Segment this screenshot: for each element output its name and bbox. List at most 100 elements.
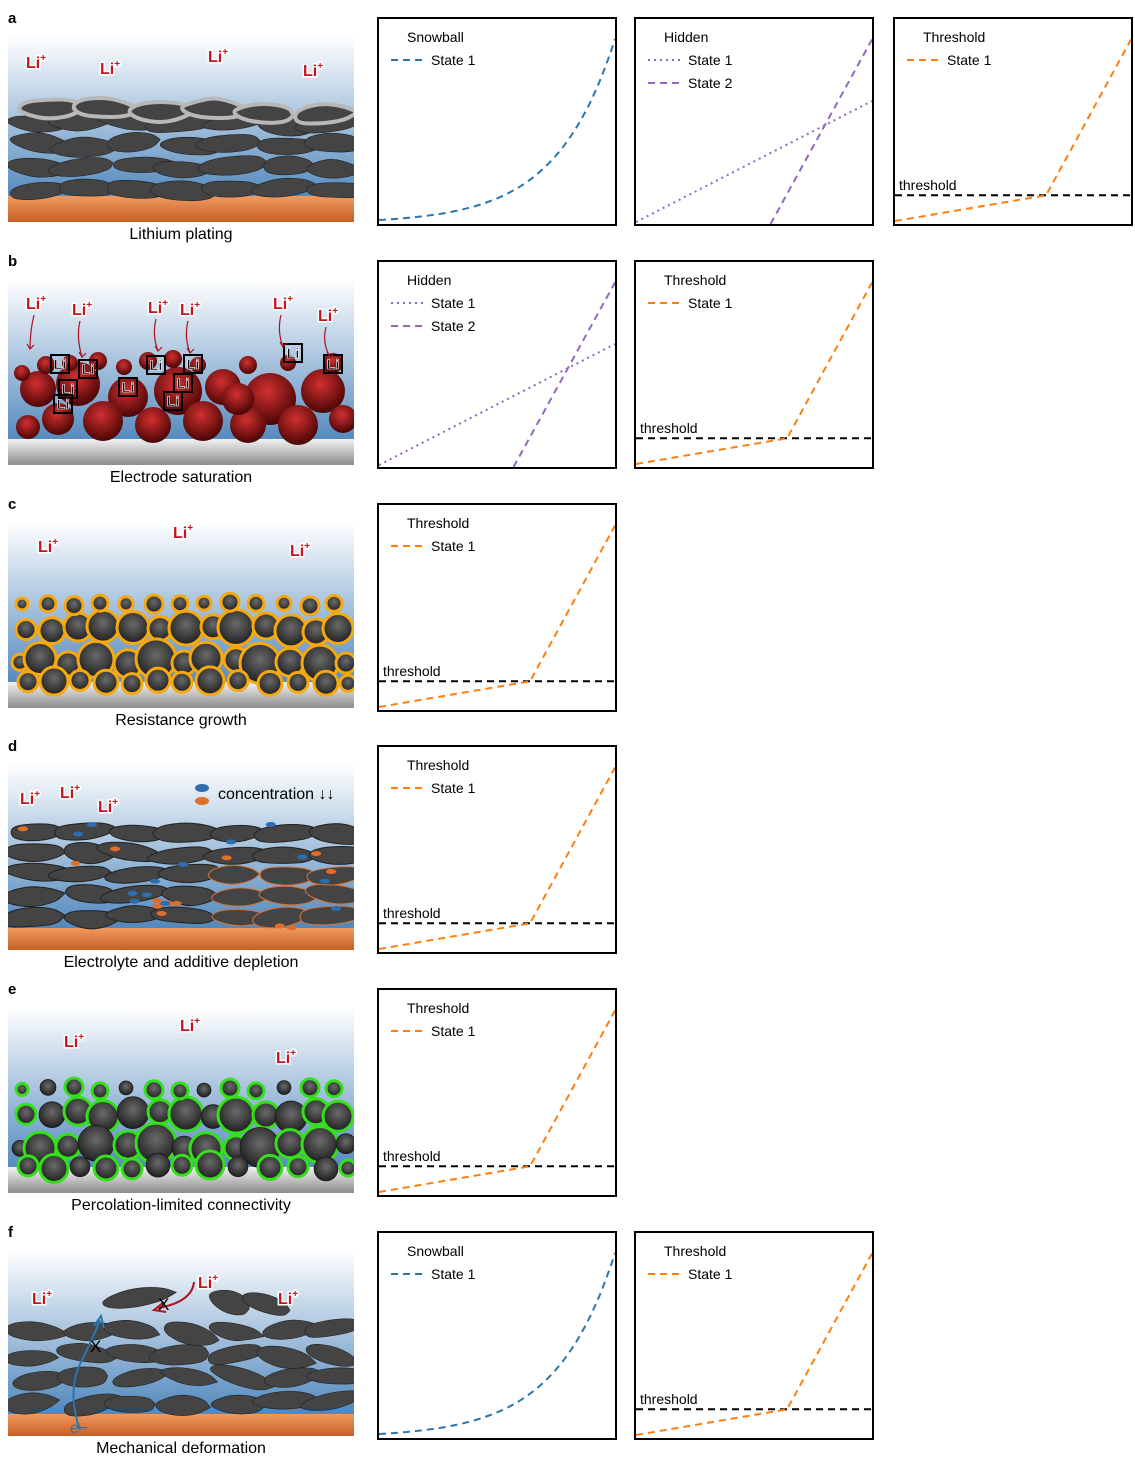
illustration-saturation: Li Li Li Li Li Li Li Li Li Li Li Li+ Li+ Li+ Li+ Li+ Li+ — [8, 279, 354, 465]
graphite-flake — [8, 1321, 70, 1342]
charge-sign: + — [40, 53, 46, 64]
saturated-particle — [20, 371, 56, 407]
li-block-label: Li — [57, 396, 69, 412]
li-block-frame — [58, 379, 78, 399]
legend-entry: State 1 — [648, 51, 732, 69]
legend-title: Threshold — [664, 1243, 727, 1259]
legend-title: Threshold — [664, 272, 727, 288]
panel-row-e: e Li+ Li+ Li+ Percolation-limited connectivi… — [0, 981, 1135, 1221]
graphite-flake — [211, 887, 271, 907]
insertion-arrow — [185, 320, 191, 354]
plot-snowball: Snowball State 1 — [377, 17, 617, 226]
active-particle — [115, 610, 151, 646]
threshold-label: threshold — [383, 905, 441, 922]
graphite-flake — [58, 178, 116, 197]
panel-caption: Electrode saturation — [109, 469, 253, 486]
legend-title: Snowball — [407, 29, 464, 45]
saturated-particle — [83, 401, 123, 441]
legend-label: State 1 — [431, 780, 476, 796]
active-particle — [38, 665, 70, 697]
charge-sign: + — [222, 47, 228, 58]
legend-title: Threshold — [407, 515, 470, 531]
saturated-particle — [37, 356, 55, 374]
legend-swatch — [907, 59, 939, 61]
graphite-flake — [161, 885, 221, 907]
panel-letter: d — [8, 738, 18, 755]
electrolyte-molecule — [127, 890, 138, 896]
electrolyte-molecule — [129, 898, 140, 904]
charge-sign: + — [332, 306, 338, 317]
series-state-1-line — [636, 1253, 872, 1436]
cracked-flake — [242, 1292, 291, 1316]
saturated-particle — [164, 350, 182, 368]
additive-molecule — [110, 846, 121, 852]
plot-threshold: Threshold State 1 threshold — [377, 988, 617, 1197]
threshold-label: threshold — [640, 420, 698, 437]
series-state-1-curve — [379, 1252, 615, 1435]
additive-molecule — [156, 911, 167, 917]
li-block-frame — [283, 343, 303, 363]
panel-letter: b — [8, 253, 18, 270]
illustration-svg: Li+Li+ Li+Li+ — [8, 36, 354, 222]
active-particle — [216, 1095, 256, 1135]
active-particle — [68, 668, 92, 692]
series-state-2-line — [512, 282, 615, 467]
plot-canvas — [636, 1253, 872, 1436]
plated-lithium-flake — [232, 101, 297, 125]
legend-entry: State 1 — [391, 537, 475, 555]
charge-sign: + — [317, 61, 323, 72]
graphite-flake — [195, 134, 261, 153]
graphite-flake — [8, 906, 66, 928]
panel-caption: Resistance growth — [115, 712, 247, 729]
plot-hidden: Hidden State 1 State 2 — [634, 17, 874, 226]
charge-sign: + — [78, 1032, 84, 1043]
active-particle — [324, 1079, 344, 1099]
illustration-svg: Li+Li+Li+ — [8, 1007, 354, 1193]
threshold-label: threshold — [383, 663, 441, 680]
insertion-arrow — [77, 320, 83, 358]
panel-caption: Percolation-limited connectivity — [71, 1197, 291, 1214]
active-particle — [170, 670, 194, 694]
li-block-frame — [163, 391, 183, 411]
insertion-arrow — [278, 314, 284, 348]
active-particle — [195, 594, 213, 612]
graphite-flake — [149, 1344, 210, 1366]
legend-label: State 1 — [431, 295, 476, 311]
plot-canvas — [379, 767, 615, 950]
charge-sign: + — [74, 783, 80, 794]
graphite-flake — [210, 1394, 267, 1415]
arrow-head — [78, 351, 87, 358]
active-particle — [312, 669, 340, 697]
legend-entry: State 1 — [391, 779, 475, 797]
saturated-particle — [183, 401, 223, 441]
plot-threshold: Threshold State 1 threshold — [634, 260, 874, 469]
additive-molecule — [286, 925, 297, 931]
legend-entry: State 1 — [648, 294, 732, 312]
graphite-flake — [150, 906, 218, 924]
graphite-flake — [47, 865, 112, 883]
graphite-flake — [253, 823, 322, 843]
li-arrow-head — [151, 1301, 167, 1313]
li-block-label: Li — [82, 361, 94, 377]
li-block-label: Li — [177, 375, 189, 391]
active-particle — [38, 594, 58, 614]
active-particle — [92, 668, 120, 696]
graphite-flake — [304, 1318, 354, 1338]
active-particle — [143, 593, 165, 615]
graphite-flake — [107, 132, 161, 153]
electrolyte-molecule — [178, 861, 189, 867]
active-particle — [14, 618, 38, 642]
active-particle — [167, 1095, 205, 1133]
active-particle — [14, 596, 30, 612]
graphite-flake — [50, 136, 120, 158]
series-state-1-curve — [379, 38, 615, 221]
panel-caption: Electrolyte and additive depletion — [63, 954, 299, 971]
active-particle — [335, 1133, 354, 1155]
graphite-flake — [8, 1392, 61, 1415]
plot-threshold: Threshold State 1 threshold — [377, 503, 617, 712]
illustration-svg: Li+Li+Li+ — [8, 522, 354, 708]
panel-row-f: f e− X X Li+ Li+ Li+ Mechanical deformation Snow… — [0, 1224, 1135, 1464]
charge-sign: + — [40, 294, 46, 305]
active-particle — [274, 1128, 306, 1160]
graphite-flake — [109, 824, 167, 843]
